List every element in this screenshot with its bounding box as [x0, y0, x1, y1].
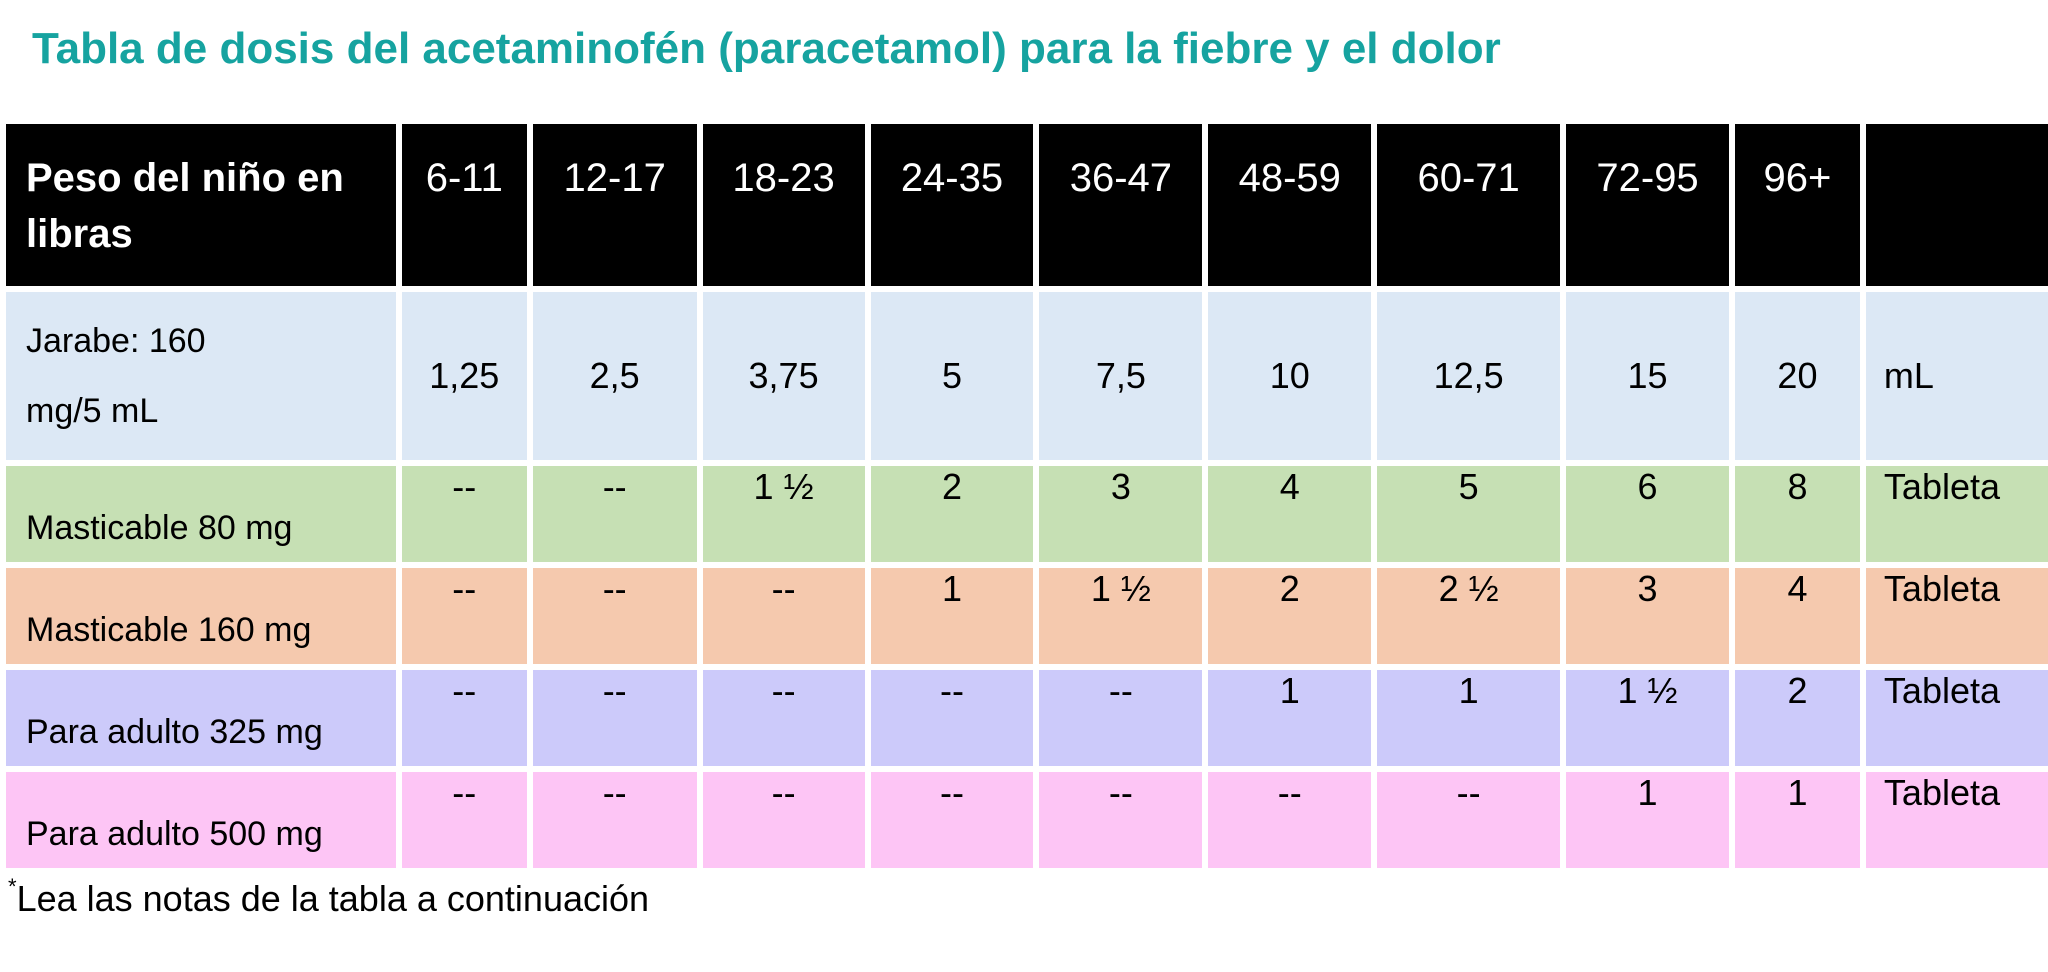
- dose-cell: 4: [1734, 568, 1860, 664]
- table-row-masticable-160: Masticable 160 mg -- -- -- 1 1 ½ 2 2 ½ 3…: [6, 568, 2048, 664]
- dose-cell: --: [401, 772, 527, 868]
- header-weight-cell: 24-35: [870, 124, 1034, 286]
- unit-cell: Tableta: [1865, 466, 2048, 562]
- header-weight-cell: 72-95: [1566, 124, 1729, 286]
- footnote-text: Lea las notas de la tabla a continuación: [16, 878, 650, 919]
- dose-cell: 15: [1566, 292, 1729, 460]
- dose-cell: --: [401, 466, 527, 562]
- dose-cell: --: [702, 670, 865, 766]
- dose-cell: 2 ½: [1377, 568, 1561, 664]
- dose-cell: --: [401, 670, 527, 766]
- dose-cell: 1 ½: [1039, 568, 1203, 664]
- dose-cell: --: [532, 466, 697, 562]
- row-label-masticable-160: Masticable 160 mg: [6, 568, 396, 664]
- header-weight-cell: 18-23: [702, 124, 865, 286]
- dose-cell: --: [1039, 670, 1203, 766]
- header-unit-cell: [1865, 124, 2048, 286]
- dose-cell: 1 ½: [702, 466, 865, 562]
- dose-cell: --: [870, 772, 1034, 868]
- header-weight-cell: 96+: [1734, 124, 1860, 286]
- dose-cell: 3: [1566, 568, 1729, 664]
- page-title: Tabla de dosis del acetaminofén (paracet…: [32, 24, 1501, 73]
- header-weight-cell: 36-47: [1039, 124, 1203, 286]
- table-row-adulto-325: Para adulto 325 mg -- -- -- -- -- 1 1 1 …: [6, 670, 2048, 766]
- dose-cell: 4: [1208, 466, 1372, 562]
- dose-cell: 5: [1377, 466, 1561, 562]
- dose-cell: 1: [1377, 670, 1561, 766]
- dose-cell: 3: [1039, 466, 1203, 562]
- dose-cell: 12,5: [1377, 292, 1561, 460]
- dose-cell: 1 ½: [1566, 670, 1729, 766]
- table-row-adulto-500: Para adulto 500 mg -- -- -- -- -- -- -- …: [6, 772, 2048, 868]
- table-footnote: *Lea las notas de la tabla a continuació…: [8, 874, 650, 920]
- dose-cell: --: [532, 568, 697, 664]
- dose-cell: 20: [1734, 292, 1860, 460]
- row-label-line2: mg/5 mL: [26, 392, 159, 430]
- row-label-adulto-325: Para adulto 325 mg: [6, 670, 396, 766]
- dose-cell: --: [401, 568, 527, 664]
- dose-cell: --: [532, 772, 697, 868]
- dose-cell: 2: [1208, 568, 1372, 664]
- dose-cell: 1: [1734, 772, 1860, 868]
- dose-cell: 6: [1566, 466, 1729, 562]
- dose-cell: --: [1208, 772, 1372, 868]
- dose-cell: 3,75: [702, 292, 865, 460]
- unit-cell: Tableta: [1865, 670, 2048, 766]
- dose-cell: --: [532, 670, 697, 766]
- header-weight-cell: 12-17: [532, 124, 697, 286]
- row-label-jarabe: Jarabe: 160 mg/5 mL: [6, 292, 396, 460]
- row-label-line1: Jarabe: 160: [26, 322, 206, 360]
- dose-cell: 5: [870, 292, 1034, 460]
- header-weight-label: Peso del niño en libras: [6, 124, 396, 286]
- table-row-masticable-80: Masticable 80 mg -- -- 1 ½ 2 3 4 5 6 8 T…: [6, 466, 2048, 562]
- dose-cell: 2: [1734, 670, 1860, 766]
- dose-cell: 2,5: [532, 292, 697, 460]
- row-label-masticable-80: Masticable 80 mg: [6, 466, 396, 562]
- header-weight-cell: 48-59: [1208, 124, 1372, 286]
- header-weight-label-line1: Peso del niño en: [26, 156, 344, 200]
- header-weight-cell: 60-71: [1377, 124, 1561, 286]
- dose-cell: 2: [870, 466, 1034, 562]
- dose-cell: 1: [1566, 772, 1729, 868]
- unit-cell: Tableta: [1865, 568, 2048, 664]
- dose-cell: --: [702, 772, 865, 868]
- table-row-jarabe: Jarabe: 160 mg/5 mL 1,25 2,5 3,75 5 7,5 …: [6, 292, 2048, 460]
- unit-cell: mL: [1865, 292, 2048, 460]
- unit-cell: Tableta: [1865, 772, 2048, 868]
- dose-cell: 1: [870, 568, 1034, 664]
- dose-cell: --: [1377, 772, 1561, 868]
- table-header-row: Peso del niño en libras 6-11 12-17 18-23…: [6, 124, 2048, 286]
- dose-cell: --: [702, 568, 865, 664]
- dosage-table: Peso del niño en libras 6-11 12-17 18-23…: [0, 118, 2048, 874]
- dose-cell: 1,25: [401, 292, 527, 460]
- dose-cell: 1: [1208, 670, 1372, 766]
- footnote-marker: *: [8, 874, 17, 899]
- dose-cell: 10: [1208, 292, 1372, 460]
- dose-cell: --: [870, 670, 1034, 766]
- header-weight-label-line2: libras: [26, 212, 133, 256]
- dose-cell: --: [1039, 772, 1203, 868]
- row-label-adulto-500: Para adulto 500 mg: [6, 772, 396, 868]
- header-weight-cell: 6-11: [401, 124, 527, 286]
- dose-cell: 8: [1734, 466, 1860, 562]
- dose-cell: 7,5: [1039, 292, 1203, 460]
